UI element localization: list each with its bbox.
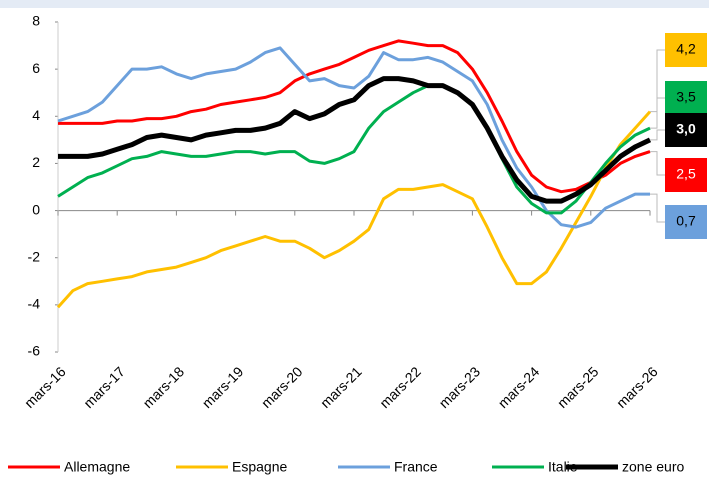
x-tick-label: mars-16 [21, 363, 69, 411]
end-label-box [665, 33, 707, 67]
end-label-box [665, 158, 707, 192]
x-tick-label: mars-26 [613, 363, 661, 411]
end-label: 3,0 [676, 121, 696, 137]
end-label-box [665, 205, 707, 239]
series-line [57, 84, 651, 215]
leader-line [650, 129, 665, 141]
top-band [0, 0, 709, 8]
legend-label: Italie [548, 459, 578, 475]
x-tick-label: mars-23 [436, 363, 484, 411]
x-tick-label: mars-20 [258, 363, 306, 411]
y-tick-label: 6 [32, 60, 40, 76]
x-tick-label: mars-18 [140, 363, 188, 411]
end-label-box [665, 113, 707, 147]
legend-label: zone euro [622, 459, 684, 475]
legend-label: Allemagne [64, 459, 130, 475]
y-tick-label: -4 [28, 296, 41, 312]
x-tick-label: mars-19 [199, 363, 247, 411]
x-tick-label: mars-25 [554, 363, 602, 411]
leader-line [650, 49, 665, 113]
legend-label: Espagne [232, 459, 287, 475]
y-tick-label: -6 [28, 343, 41, 359]
series-line [58, 39, 651, 194]
leader-line [650, 151, 665, 176]
x-tick-label: mars-17 [80, 363, 128, 411]
x-tick-label: mars-24 [495, 363, 543, 411]
y-tick-label: 2 [32, 154, 40, 170]
end-label: 3,5 [676, 89, 696, 105]
end-label: 4,2 [676, 41, 696, 57]
y-tick-label: 8 [32, 13, 40, 29]
leader-line [650, 97, 665, 129]
end-label-box [665, 81, 707, 115]
series-line [56, 110, 652, 309]
series-line [58, 76, 652, 204]
series-line [57, 46, 650, 229]
leader-line [650, 193, 665, 223]
x-tick-label: mars-22 [376, 363, 424, 411]
legend-label: France [394, 459, 438, 475]
end-label: 2,5 [676, 166, 696, 182]
y-tick-label: 4 [32, 107, 40, 123]
y-tick-label: -2 [28, 248, 41, 264]
x-tick-label: mars-21 [317, 363, 365, 411]
y-tick-label: 0 [32, 201, 40, 217]
end-label: 0,7 [676, 213, 696, 229]
